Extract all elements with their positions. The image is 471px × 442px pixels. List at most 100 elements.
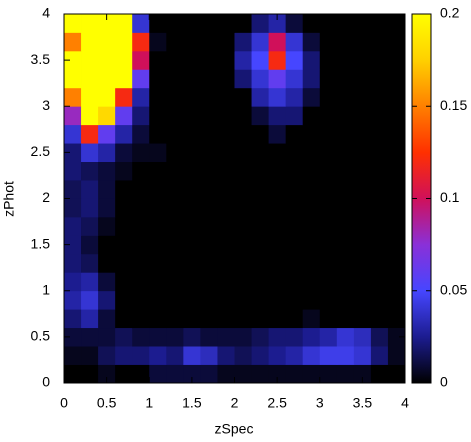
heat-cell — [370, 309, 389, 329]
heat-cell — [149, 327, 167, 347]
heat-cell — [234, 216, 252, 236]
heat-cell — [149, 180, 167, 199]
heat-cell — [353, 69, 372, 89]
heat-cell — [251, 87, 269, 107]
heat-cell — [200, 364, 218, 384]
heat-cell — [149, 272, 167, 292]
heat-cell — [353, 216, 372, 236]
heat-cell — [166, 161, 184, 181]
heat-cell — [64, 124, 82, 144]
heat-cell — [64, 364, 82, 384]
heat-cell — [149, 290, 167, 310]
heat-cell — [217, 14, 235, 33]
heat-cell — [353, 198, 372, 218]
heat-cell — [115, 346, 133, 365]
heat-cell — [353, 364, 372, 384]
heat-cell — [251, 14, 269, 33]
heat-cell — [234, 143, 252, 162]
heat-cell — [200, 124, 218, 144]
heat-cell — [268, 106, 287, 126]
heat-cell — [319, 124, 338, 144]
y-tick-label: 1.5 — [31, 235, 51, 251]
heat-cell — [149, 143, 167, 162]
heat-cell — [149, 346, 167, 365]
heat-cell — [353, 180, 372, 199]
heat-cell — [217, 309, 235, 329]
heat-cell — [234, 198, 252, 218]
heat-cell — [370, 253, 389, 273]
heat-cell — [336, 69, 355, 89]
heat-cell — [115, 290, 133, 310]
heat-cell — [319, 32, 338, 52]
heat-cell — [64, 327, 82, 347]
heat-cell — [353, 143, 372, 162]
heat-cell — [268, 87, 287, 107]
y-tick-label: 3 — [42, 97, 50, 113]
heat-cell — [166, 216, 184, 236]
heat-cell — [268, 143, 287, 162]
x-tick-label: 0.5 — [97, 395, 117, 411]
heat-cell — [268, 216, 287, 236]
heat-cell — [319, 290, 338, 310]
heat-cell — [387, 50, 406, 70]
heat-cell — [200, 161, 218, 181]
heat-cell — [132, 50, 150, 70]
heat-cell — [166, 346, 184, 365]
heat-cell — [64, 309, 82, 329]
heat-cell — [132, 143, 150, 162]
heat-cell — [64, 272, 82, 292]
heat-cell — [285, 309, 304, 329]
heat-cell — [200, 198, 218, 218]
y-tick-label: 2.5 — [31, 143, 51, 159]
heat-cell — [319, 161, 338, 181]
heat-cell — [81, 198, 99, 218]
heat-cell — [81, 309, 99, 329]
heat-cell — [336, 216, 355, 236]
heat-cell — [64, 69, 82, 89]
heat-cell — [81, 14, 99, 33]
heat-cell — [64, 50, 82, 70]
heat-cell — [132, 253, 150, 273]
heat-cell — [336, 124, 355, 144]
x-tick-label: 1.5 — [182, 395, 202, 411]
heat-cell — [200, 143, 218, 162]
heat-cell — [234, 290, 252, 310]
heat-cell — [183, 32, 201, 52]
heat-cell — [302, 161, 321, 181]
heat-cell — [81, 32, 99, 52]
heat-cell — [166, 364, 184, 384]
heat-cell — [285, 253, 304, 273]
heat-cell — [166, 235, 184, 255]
heat-cell — [370, 124, 389, 144]
heat-cell — [234, 32, 252, 52]
heat-cell — [319, 309, 338, 329]
heat-cell — [387, 216, 406, 236]
heat-cell — [251, 309, 269, 329]
heat-cell — [115, 272, 133, 292]
heat-cell — [302, 235, 321, 255]
heat-cell — [200, 32, 218, 52]
colorbar-tick-label: 0.2 — [440, 5, 460, 21]
heat-cell — [200, 180, 218, 199]
heat-cell — [251, 50, 269, 70]
heat-cell — [285, 290, 304, 310]
heat-cell — [336, 327, 355, 347]
heat-cell — [98, 50, 116, 70]
heat-cell — [200, 272, 218, 292]
heat-cell — [200, 290, 218, 310]
heat-cell — [166, 69, 184, 89]
heat-cell — [183, 346, 201, 365]
heat-cell — [268, 14, 287, 33]
heat-cell — [81, 364, 99, 384]
heat-cell — [234, 364, 252, 384]
heat-cell — [268, 198, 287, 218]
heat-cell — [166, 327, 184, 347]
heat-cell — [353, 106, 372, 126]
heat-cell — [149, 253, 167, 273]
heat-cell — [81, 290, 99, 310]
heat-cell — [81, 50, 99, 70]
heat-cell — [387, 290, 406, 310]
heat-cell — [268, 32, 287, 52]
heat-cell — [370, 180, 389, 199]
